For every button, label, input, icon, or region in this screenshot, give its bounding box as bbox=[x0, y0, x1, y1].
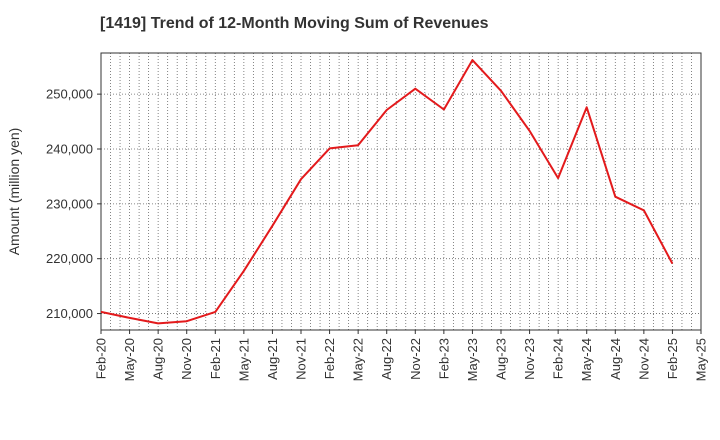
x-tick-label: Nov-22 bbox=[408, 338, 423, 380]
x-tick-label: Nov-23 bbox=[522, 338, 537, 380]
x-tick-label: May-24 bbox=[579, 338, 594, 381]
x-tick-label: Aug-24 bbox=[608, 338, 623, 380]
x-tick-label: Feb-21 bbox=[208, 338, 223, 379]
x-tick-label: Aug-22 bbox=[379, 338, 394, 380]
x-tick-label: Aug-23 bbox=[494, 338, 509, 380]
x-tick-label: May-21 bbox=[236, 338, 251, 381]
chart-title: [1419] Trend of 12-Month Moving Sum of R… bbox=[100, 15, 489, 32]
series-line bbox=[100, 59, 674, 325]
x-tick-label: Nov-24 bbox=[636, 338, 651, 380]
y-tick-label: 240,000 bbox=[46, 141, 93, 156]
x-tick-label: Nov-20 bbox=[179, 338, 194, 380]
y-tick-label: 230,000 bbox=[46, 196, 93, 211]
x-tick-label: Feb-22 bbox=[322, 338, 337, 379]
x-tick-label: May-25 bbox=[694, 338, 709, 381]
x-tick-label: May-22 bbox=[351, 338, 366, 381]
x-tick-label: Feb-20 bbox=[94, 338, 109, 379]
x-tick-label: Feb-23 bbox=[436, 338, 451, 379]
x-tick-label: Nov-21 bbox=[294, 338, 309, 380]
x-tick-label: Feb-25 bbox=[665, 338, 680, 379]
x-tick-label: Aug-21 bbox=[265, 338, 280, 380]
x-tick-label: Feb-24 bbox=[551, 338, 566, 379]
y-tick-label: 210,000 bbox=[46, 306, 93, 321]
x-tick-label: Aug-20 bbox=[151, 338, 166, 380]
y-tick-label: 250,000 bbox=[46, 87, 93, 102]
x-tick-label: May-23 bbox=[465, 338, 480, 381]
y-axis-title: Amount (million yen) bbox=[6, 128, 22, 256]
plot-frame bbox=[100, 52, 702, 331]
y-tick-label: 220,000 bbox=[46, 251, 93, 266]
x-tick-label: May-20 bbox=[122, 338, 137, 381]
